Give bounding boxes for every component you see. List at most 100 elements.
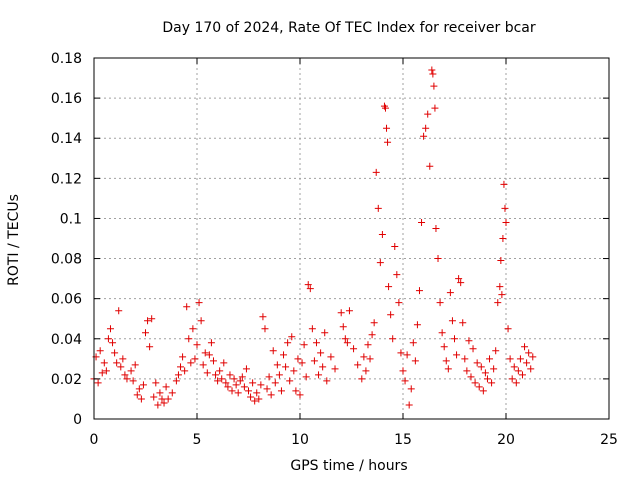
y-tick-label: 0.16 <box>51 91 82 107</box>
data-point <box>236 377 244 385</box>
data-point <box>197 317 205 325</box>
data-point <box>111 349 119 357</box>
data-point <box>387 311 395 319</box>
data-point <box>370 319 378 327</box>
data-point <box>154 401 162 409</box>
data-point <box>310 357 318 365</box>
data-point <box>123 375 131 383</box>
y-tick-label: 0 <box>73 412 82 428</box>
y-axis-label: ROTI / TECUs <box>6 194 22 286</box>
data-point <box>263 385 271 393</box>
data-point <box>174 371 182 379</box>
data-point <box>135 385 143 393</box>
data-point <box>395 299 403 307</box>
data-point <box>494 299 502 307</box>
data-point <box>273 361 281 369</box>
x-tick-labels: 0 5 10 15 20 25 <box>90 432 618 448</box>
data-point <box>267 391 275 399</box>
data-point <box>512 379 520 387</box>
data-point <box>300 341 308 349</box>
data-point <box>127 367 135 375</box>
data-point <box>442 357 450 365</box>
data-point <box>341 335 349 343</box>
data-point <box>401 377 409 385</box>
data-point <box>364 341 372 349</box>
data-point <box>160 399 168 407</box>
data-point <box>102 367 110 375</box>
data-point <box>94 379 102 387</box>
data-point <box>312 339 320 347</box>
data-point <box>144 317 152 325</box>
data-point <box>275 371 283 379</box>
data-point <box>240 383 248 391</box>
data-point <box>271 379 279 387</box>
data-point <box>446 289 454 297</box>
y-tick-label: 0.1 <box>60 211 82 227</box>
data-point <box>436 299 444 307</box>
data-point <box>343 339 351 347</box>
data-point <box>199 361 207 369</box>
data-point <box>413 321 421 329</box>
data-point <box>497 257 505 265</box>
data-point <box>308 325 316 333</box>
x-tick-label: 5 <box>193 432 202 448</box>
data-point <box>429 70 437 78</box>
data-point <box>302 373 310 381</box>
data-point <box>457 279 465 287</box>
data-point <box>527 365 535 373</box>
y-tick-label: 0.02 <box>51 372 82 388</box>
data-point <box>321 329 329 337</box>
data-point <box>168 389 176 397</box>
data-point <box>292 387 300 395</box>
data-point <box>477 363 485 371</box>
data-point <box>430 82 438 90</box>
data-point <box>172 377 180 385</box>
data-point <box>100 359 108 367</box>
data-point <box>510 363 518 371</box>
data-point <box>415 287 423 295</box>
data-point <box>317 349 325 357</box>
data-point <box>492 347 500 355</box>
data-point <box>440 343 448 351</box>
data-point <box>280 351 288 359</box>
data-point <box>142 329 149 337</box>
data-point <box>499 235 507 242</box>
data-point <box>146 343 154 351</box>
data-point <box>315 371 323 379</box>
y-tick-label: 0.12 <box>51 171 82 187</box>
plot-frame <box>93 57 610 420</box>
data-point <box>218 375 226 383</box>
data-point <box>409 339 417 347</box>
data-point <box>183 303 191 311</box>
data-point <box>490 365 498 373</box>
data-point <box>158 395 166 403</box>
data-point <box>253 389 261 397</box>
data-point <box>162 383 170 391</box>
data-point <box>422 124 430 132</box>
x-tick-label: 10 <box>291 432 309 448</box>
data-point <box>481 369 489 377</box>
data-point <box>350 345 358 353</box>
data-point <box>428 66 436 74</box>
data-point <box>431 104 439 112</box>
data-point <box>286 377 294 385</box>
data-point <box>245 387 252 395</box>
data-point <box>139 381 147 389</box>
data-point <box>290 367 298 375</box>
data-point <box>228 387 236 395</box>
data-point <box>249 379 257 387</box>
data-point <box>164 395 172 403</box>
data-point <box>209 357 217 365</box>
x-tick-label: 20 <box>497 432 515 448</box>
chart-title: Day 170 of 2024, Rate Of TEC Index for r… <box>162 20 536 36</box>
data-point <box>483 375 491 383</box>
data-point <box>465 337 473 345</box>
data-point <box>391 243 399 251</box>
data-point <box>501 204 509 212</box>
data-point <box>399 367 407 375</box>
data-point <box>216 367 224 375</box>
data-point <box>251 397 259 405</box>
data-point <box>360 353 368 361</box>
data-point <box>224 383 232 391</box>
data-point <box>234 389 242 397</box>
